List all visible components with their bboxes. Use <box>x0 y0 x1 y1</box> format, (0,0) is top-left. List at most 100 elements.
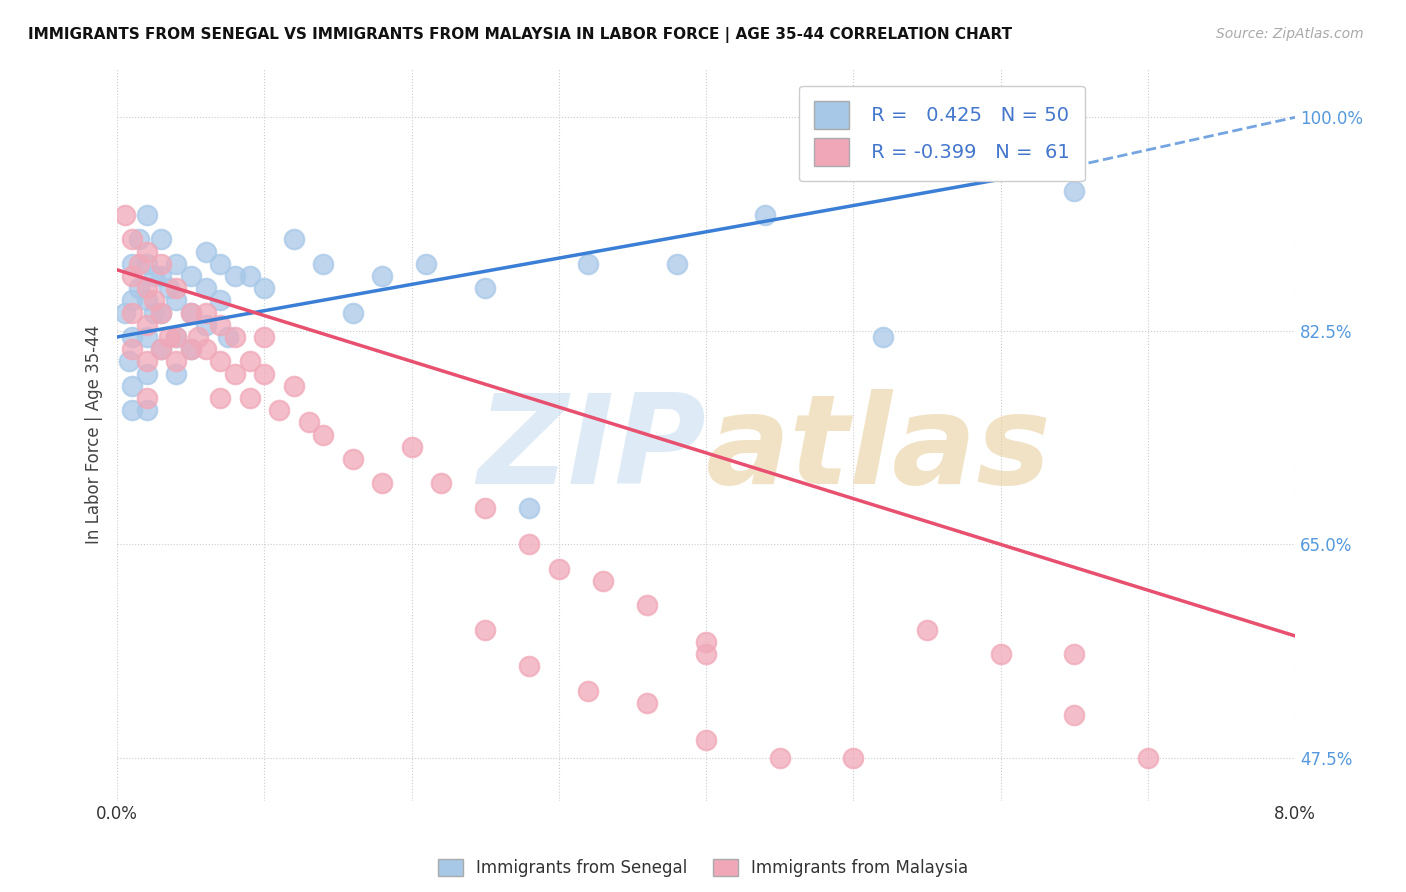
Point <box>135 318 157 332</box>
Point <box>135 391 157 405</box>
Point <box>150 342 173 356</box>
Point <box>165 354 187 368</box>
Point <box>128 232 150 246</box>
Point <box>1063 184 1085 198</box>
Point <box>150 305 173 319</box>
Point <box>754 208 776 222</box>
Point <box>121 330 143 344</box>
Point <box>150 342 173 356</box>
Point <box>519 659 541 673</box>
Point <box>135 354 157 368</box>
Point <box>371 268 394 283</box>
Point <box>695 635 717 649</box>
Point <box>135 293 157 308</box>
Point <box>253 330 276 344</box>
Point <box>157 281 180 295</box>
Point <box>872 330 894 344</box>
Point <box>180 342 202 356</box>
Point <box>194 281 217 295</box>
Y-axis label: In Labor Force | Age 35-44: In Labor Force | Age 35-44 <box>86 325 103 544</box>
Point <box>135 403 157 417</box>
Point <box>194 244 217 259</box>
Point <box>118 354 141 368</box>
Point <box>135 367 157 381</box>
Point <box>121 257 143 271</box>
Point <box>180 268 202 283</box>
Point <box>194 305 217 319</box>
Point <box>135 257 157 271</box>
Point <box>283 232 305 246</box>
Point <box>665 257 688 271</box>
Point <box>150 305 173 319</box>
Point <box>990 647 1012 661</box>
Point <box>150 268 173 283</box>
Point <box>209 257 232 271</box>
Point <box>239 391 262 405</box>
Point <box>128 257 150 271</box>
Point <box>135 244 157 259</box>
Point <box>180 305 202 319</box>
Point <box>180 342 202 356</box>
Point <box>135 281 157 295</box>
Point <box>209 318 232 332</box>
Point <box>209 354 232 368</box>
Text: IMMIGRANTS FROM SENEGAL VS IMMIGRANTS FROM MALAYSIA IN LABOR FORCE | AGE 35-44 C: IMMIGRANTS FROM SENEGAL VS IMMIGRANTS FR… <box>28 27 1012 43</box>
Point <box>165 293 187 308</box>
Point <box>143 268 166 283</box>
Point <box>695 732 717 747</box>
Point <box>194 318 217 332</box>
Point <box>371 476 394 491</box>
Point <box>121 403 143 417</box>
Point <box>209 391 232 405</box>
Point <box>636 599 658 613</box>
Legend: Immigrants from Senegal, Immigrants from Malaysia: Immigrants from Senegal, Immigrants from… <box>432 852 974 884</box>
Legend:  R =   0.425   N = 50,  R = -0.399   N =  61: R = 0.425 N = 50, R = -0.399 N = 61 <box>799 86 1085 181</box>
Point <box>342 452 364 467</box>
Point <box>165 367 187 381</box>
Point <box>224 367 246 381</box>
Text: atlas: atlas <box>706 389 1052 509</box>
Point <box>239 354 262 368</box>
Text: Source: ZipAtlas.com: Source: ZipAtlas.com <box>1216 27 1364 41</box>
Point <box>474 623 496 637</box>
Point <box>842 751 865 765</box>
Point <box>217 330 239 344</box>
Point <box>283 378 305 392</box>
Point <box>143 305 166 319</box>
Point <box>269 403 291 417</box>
Point <box>253 367 276 381</box>
Point <box>165 330 187 344</box>
Point <box>239 268 262 283</box>
Point <box>769 751 792 765</box>
Point <box>135 330 157 344</box>
Point <box>150 257 173 271</box>
Point <box>143 293 166 308</box>
Point <box>135 208 157 222</box>
Point <box>519 500 541 515</box>
Point <box>180 305 202 319</box>
Point <box>297 416 319 430</box>
Point <box>121 305 143 319</box>
Point <box>121 293 143 308</box>
Point <box>1063 708 1085 723</box>
Point <box>121 232 143 246</box>
Point <box>430 476 453 491</box>
Point <box>312 257 335 271</box>
Point <box>474 281 496 295</box>
Point <box>695 647 717 661</box>
Point <box>165 281 187 295</box>
Point <box>519 537 541 551</box>
Point <box>121 378 143 392</box>
Point <box>636 696 658 710</box>
Point <box>576 683 599 698</box>
Point <box>121 342 143 356</box>
Point <box>547 562 569 576</box>
Point <box>114 305 136 319</box>
Point <box>209 293 232 308</box>
Point <box>253 281 276 295</box>
Point <box>150 232 173 246</box>
Point <box>1063 647 1085 661</box>
Point <box>1211 818 1233 832</box>
Point <box>312 427 335 442</box>
Point <box>114 208 136 222</box>
